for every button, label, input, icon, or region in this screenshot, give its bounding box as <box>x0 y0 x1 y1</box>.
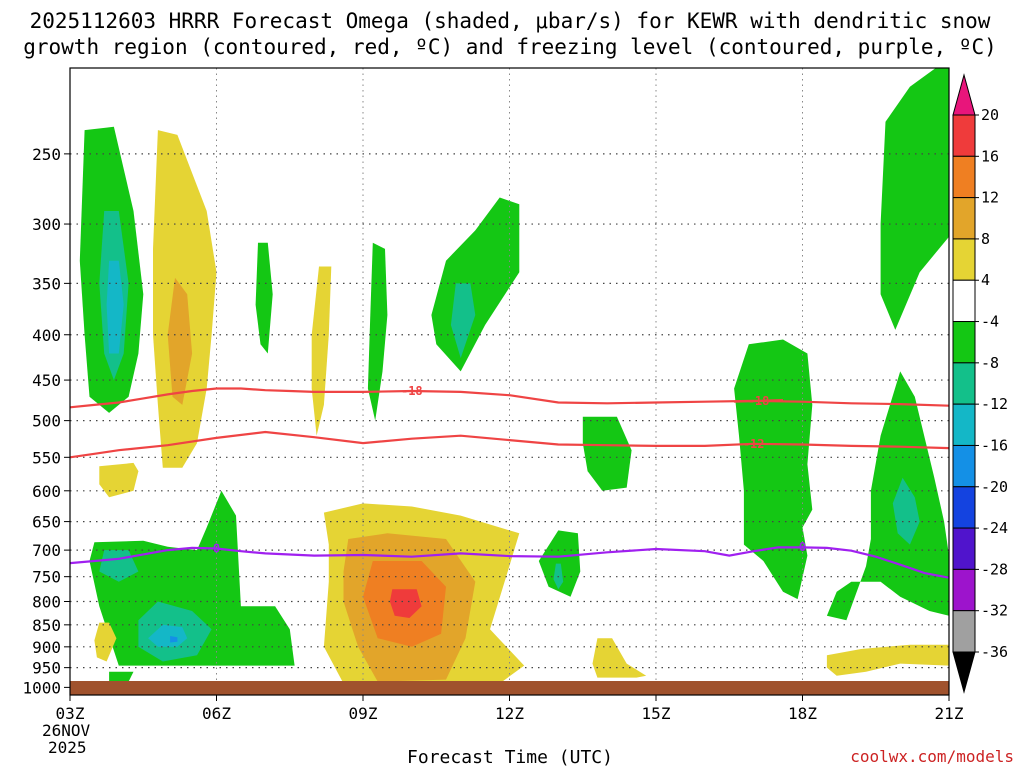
x-tick-label-0: 03Z <box>56 704 85 723</box>
credit-text[interactable]: coolwx.com/models <box>850 747 1014 766</box>
x-axis-time-ticks: 03Z 06Z 09Z 12Z 15Z 18Z 21Z <box>56 695 964 723</box>
y-tick-label-0: 250 <box>32 145 61 164</box>
dgz-contour-line-2 <box>70 430 949 459</box>
colorbar-label-8: -16 <box>981 436 1008 454</box>
x-tick-label-2: 09Z <box>349 704 378 723</box>
dgz-contour-label-1-0: -18 <box>748 394 770 408</box>
colorbar-label-9: -20 <box>981 478 1008 496</box>
colorbar-box-6 <box>952 362 976 405</box>
colorbar-box-1 <box>952 155 976 199</box>
chart-title: 2025112603 HRRR Forecast Omega (shaded, … <box>30 9 991 33</box>
colorbar-label-7: -12 <box>981 395 1008 413</box>
x-tick-label-1: 06Z <box>202 704 231 723</box>
grid-lines <box>70 68 949 695</box>
colorbar-box-0 <box>952 114 976 157</box>
omega-region-8 <box>367 242 388 421</box>
colorbar-box-2 <box>952 197 976 240</box>
x-tick-label-4: 15Z <box>642 704 671 723</box>
omega-region-7 <box>311 266 332 436</box>
omega-shading-layer <box>79 68 949 688</box>
omega-region-15 <box>148 624 188 647</box>
omega-region-2 <box>106 260 124 354</box>
omega-region-17 <box>94 622 117 662</box>
x-tick-label-3: 12Z <box>495 704 524 723</box>
y-tick-label-9: 700 <box>32 541 61 560</box>
y-axis-pressure-ticks: 250 300 350 400 450 500 550 600 650 700 750 800 850 9… <box>22 145 70 697</box>
freezing-contour-label-0-1: 0 <box>799 540 806 554</box>
omega-region-16 <box>170 636 178 643</box>
omega-region-11 <box>582 416 632 491</box>
colorbar-label-4: 4 <box>981 271 990 289</box>
omega-region-5 <box>99 462 139 498</box>
omega-region-28 <box>826 371 949 621</box>
colorbar-label-11: -28 <box>981 560 1008 578</box>
omega-region-23 <box>538 530 581 597</box>
y-tick-label-4: 450 <box>32 371 61 390</box>
omega-region-10 <box>450 283 476 359</box>
x-date-line1: 26NOV <box>42 721 91 740</box>
omega-region-6 <box>255 242 273 354</box>
y-tick-label-6: 550 <box>32 448 61 467</box>
omega-region-18 <box>109 671 134 684</box>
colorbar-box-8 <box>952 444 976 488</box>
colorbar-label-1: 16 <box>981 147 999 165</box>
y-tick-label-8: 650 <box>32 513 61 532</box>
freezing-contour-label-0-0: 0 <box>213 541 220 555</box>
colorbar-label-13: -36 <box>981 643 1008 661</box>
x-axis-label: Forecast Time (UTC) <box>407 747 613 768</box>
x-date-line2: 2025 <box>48 738 87 757</box>
omega-colorbar: 20 16 12 8 4 -4 -8 -12 -16 -20 -24 -28 -32 -36 <box>952 73 1008 694</box>
temperature-contours: -18 -18 -12 0 0 <box>70 384 949 579</box>
y-tick-label-3: 400 <box>32 326 61 345</box>
freezing-contour-line-0 <box>70 546 949 579</box>
y-tick-label-10: 750 <box>32 568 61 587</box>
omega-region-26 <box>734 339 813 600</box>
colorbar-box-12 <box>952 610 976 653</box>
x-tick-label-5: 18Z <box>788 704 817 723</box>
colorbar-box-4 <box>952 279 976 323</box>
y-tick-label-13: 900 <box>32 638 61 657</box>
colorbar-box-10 <box>952 527 976 570</box>
colorbar-label-2: 12 <box>981 189 999 207</box>
colorbar-label-12: -32 <box>981 602 1008 620</box>
colorbar-label-5: -4 <box>981 313 999 331</box>
omega-region-22 <box>389 589 422 618</box>
omega-region-27 <box>880 68 949 330</box>
colorbar-box-9 <box>952 486 976 529</box>
y-tick-label-15: 1000 <box>22 678 61 697</box>
omega-region-4 <box>167 277 193 405</box>
colorbar-box-11 <box>952 568 976 612</box>
y-tick-label-7: 600 <box>32 482 61 501</box>
y-tick-label-14: 950 <box>32 659 61 678</box>
dgz-contour-label-0-0: -18 <box>401 384 423 398</box>
chart-subtitle: growth region (contoured, red, ºC) and f… <box>23 35 997 59</box>
y-tick-label-2: 350 <box>32 274 61 293</box>
x-tick-label-6: 21Z <box>935 704 964 723</box>
colorbar-box-5 <box>952 321 976 364</box>
omega-region-25 <box>592 638 647 678</box>
colorbar-box-3 <box>952 238 976 281</box>
y-tick-label-5: 500 <box>32 412 61 431</box>
dgz-contour-label-2-0: -12 <box>743 437 765 451</box>
y-tick-label-12: 850 <box>32 616 61 635</box>
colorbar-box-7 <box>952 403 976 446</box>
colorbar-label-6: -8 <box>981 354 999 372</box>
omega-region-29 <box>892 477 920 545</box>
colorbar-label-3: 8 <box>981 230 990 248</box>
colorbar-bottom-triangle <box>952 651 976 694</box>
ground-terrain <box>70 681 949 695</box>
omega-region-30 <box>826 644 949 676</box>
colorbar-top-triangle <box>952 73 976 116</box>
y-tick-label-1: 300 <box>32 215 61 234</box>
colorbar-label-0: 20 <box>981 106 999 124</box>
y-tick-label-11: 800 <box>32 593 61 612</box>
dgz-contour-line-1 <box>734 399 784 403</box>
colorbar-label-10: -24 <box>981 519 1008 537</box>
